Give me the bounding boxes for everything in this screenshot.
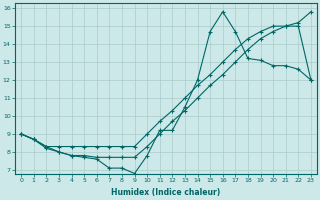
X-axis label: Humidex (Indice chaleur): Humidex (Indice chaleur) <box>111 188 221 197</box>
